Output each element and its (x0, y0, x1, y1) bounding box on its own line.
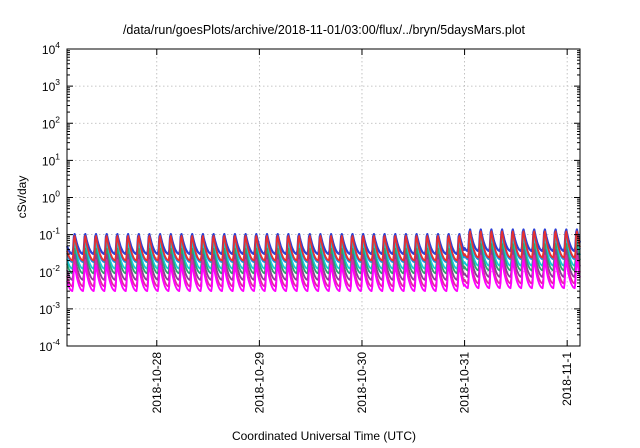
y-tick-label: 104 (42, 40, 60, 57)
y-tick-label: 10-2 (39, 263, 60, 280)
series-line (66, 230, 581, 262)
grid (67, 49, 580, 346)
series-line (66, 237, 581, 270)
y-tick-label: 101 (42, 151, 60, 168)
y-tick-label: 10-1 (39, 226, 60, 243)
chart-title: /data/run/goesPlots/archive/2018-11-01/0… (123, 23, 526, 37)
y-tick-label: 100 (42, 189, 60, 206)
series-line (66, 243, 581, 275)
x-tick-label: 2018-10-29 (252, 352, 266, 414)
y-tick-label: 10-3 (39, 300, 60, 317)
x-axis-label: Coordinated Universal Time (UTC) (232, 429, 416, 443)
x-tick-label: 2018-10-28 (150, 352, 164, 414)
series-line (66, 254, 581, 288)
x-tick-label: 2018-10-31 (458, 352, 472, 414)
y-tick-label: 103 (42, 77, 60, 94)
y-tick-label: 10-4 (39, 337, 60, 354)
axes: 10-4 10-3 10-2 10-1 100 101 102 103 104 2018-10-2… (39, 40, 580, 413)
y-axis-label: cSv/day (15, 176, 29, 219)
series-group (65, 228, 582, 293)
x-tick-label: 2018-10-30 (355, 352, 369, 414)
x-tick-label: 2018-11-1 (560, 352, 574, 406)
series-line (65, 228, 582, 256)
series-line (66, 259, 581, 293)
series-line (66, 249, 581, 281)
y-tick-label: 102 (42, 114, 60, 131)
